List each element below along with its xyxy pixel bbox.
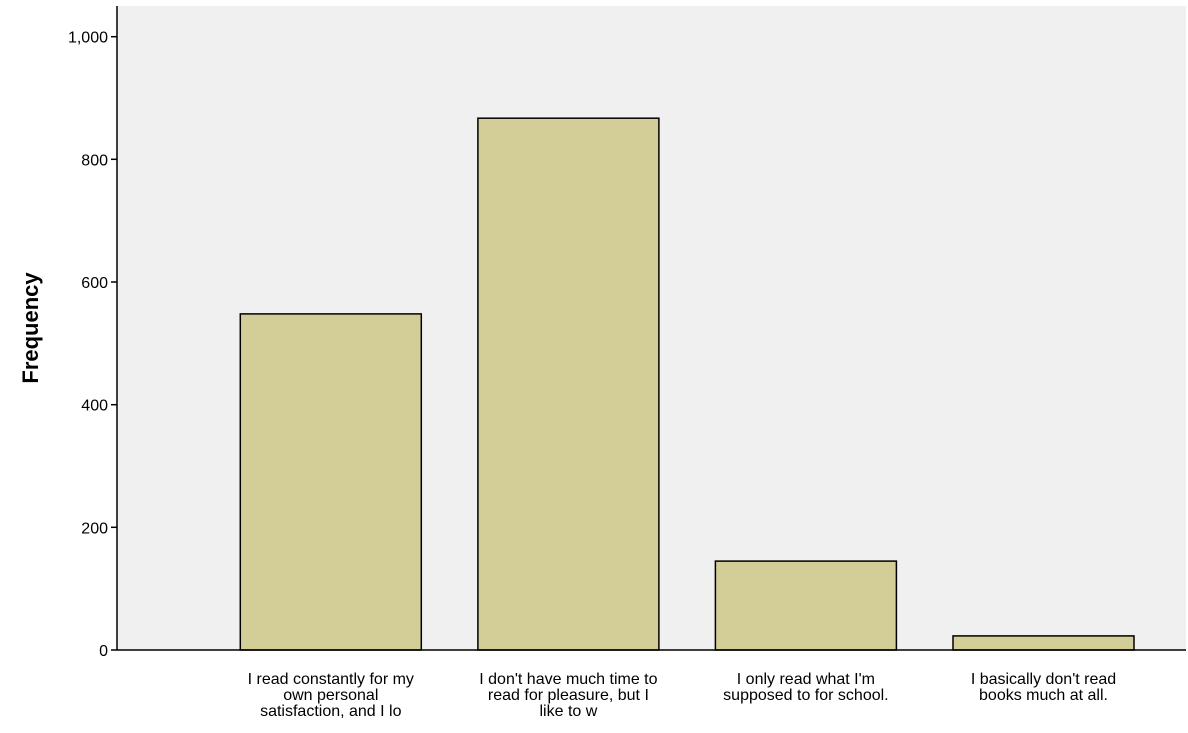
x-axis: I read constantly for my own personal sati… [117, 649, 1186, 720]
y-tick-label: 0 [99, 643, 108, 660]
x-tick-label-line: I only read what I'm [737, 671, 875, 688]
x-tick-label-line: satisfaction, and I lo [260, 703, 402, 720]
y-axis-title: Frequency [18, 272, 43, 384]
x-tick-label-line: books much at all. [979, 687, 1108, 704]
x-tick-label-line: I read constantly for my [248, 671, 414, 688]
x-tick-label-1: I read constantly for my own personal sati… [248, 671, 414, 720]
x-tick-label-line: supposed to for school. [723, 687, 888, 704]
x-tick-label-2: I don't have much time to read for pleasu… [479, 671, 657, 720]
x-tick-label-line: read for pleasure, but I [488, 687, 649, 704]
y-tick-label: 400 [81, 398, 108, 415]
x-tick-label-3: I only read what I'm supposed to for scho… [723, 671, 888, 704]
bar-1 [239, 313, 423, 651]
bar-4 [952, 635, 1135, 651]
y-tick-label: 800 [81, 152, 108, 169]
bar-3 [714, 560, 898, 651]
x-tick-label-line: I basically don't read [971, 671, 1116, 688]
y-tick-label: 1,000 [68, 30, 108, 47]
bar-2 [477, 117, 660, 651]
y-tick-label: 200 [81, 520, 108, 537]
x-tick-label-line: own personal [283, 687, 378, 704]
y-axis: 0 200 400 600 800 1,000 [68, 6, 118, 660]
x-tick-label-line: I don't have much time to [479, 671, 657, 688]
x-tick-label-4: I basically don't read books much at all. [971, 671, 1116, 704]
bars-group [239, 117, 1135, 651]
x-tick-label-line: like to w [540, 703, 598, 720]
y-tick-label: 600 [81, 275, 108, 292]
